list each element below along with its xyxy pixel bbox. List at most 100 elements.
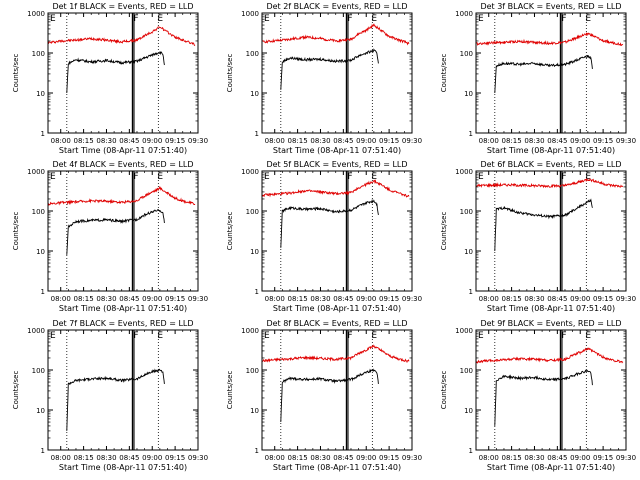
plot-frame (261, 329, 413, 451)
x-tick-label: 08:15 (73, 137, 93, 145)
events-series-line (66, 208, 165, 255)
y-tick-label: 10 (464, 407, 473, 415)
lld-series-line (476, 347, 624, 364)
marker-letter-f: F (133, 172, 138, 182)
y-tick-label: 1000 (27, 327, 45, 335)
y-axis-label: Counts/sec (226, 212, 234, 251)
x-tick-label: 08:30 (96, 454, 116, 462)
y-tick-label: 100 (32, 208, 45, 216)
marker-letter-e: E (50, 331, 56, 341)
x-tick-label: 08:45 (547, 295, 567, 303)
x-tick-label: 08:15 (287, 295, 307, 303)
marker-letter-e: E (50, 14, 56, 24)
lld-series-line (48, 185, 196, 206)
x-axis-label: Start Time (08-Apr-11 07:51:40) (59, 304, 187, 313)
panel-title: Det 7f BLACK = Events, RED = LLD (52, 319, 193, 328)
marker-letter-e: E (585, 14, 591, 24)
x-tick-label: 08:30 (310, 295, 330, 303)
y-tick-label: 1 (469, 288, 473, 296)
x-tick-label: 08:00 (51, 295, 71, 303)
y-tick-label: 10 (36, 248, 45, 256)
y-tick-label: 10 (464, 90, 473, 98)
x-tick-label: 09:30 (188, 454, 208, 462)
marker-letter-e: E (264, 331, 270, 341)
y-tick-label: 1000 (241, 327, 259, 335)
y-tick-label: 1000 (455, 327, 473, 335)
lld-series-line (476, 32, 624, 46)
x-tick-label: 09:00 (570, 454, 590, 462)
x-tick-label: 08:15 (501, 454, 521, 462)
lld-series-line (476, 177, 624, 189)
x-axis-label: Start Time (08-Apr-11 07:51:40) (59, 463, 187, 472)
x-tick-label: 08:15 (287, 454, 307, 462)
y-tick-label: 1000 (241, 168, 259, 176)
marker-letter-e: E (264, 172, 270, 182)
x-tick-label: 09:15 (379, 137, 399, 145)
events-series-line (494, 369, 593, 426)
panel-title: Det 5f BLACK = Events, RED = LLD (266, 160, 407, 169)
x-tick-label: 09:00 (142, 454, 162, 462)
x-tick-label: 08:00 (265, 295, 285, 303)
plot-frame (475, 329, 627, 451)
x-tick-label: 08:30 (96, 295, 116, 303)
panel-title: Det 3f BLACK = Events, RED = LLD (480, 2, 621, 11)
x-tick-label: 09:00 (142, 137, 162, 145)
detector-panel-1: Det 1f BLACK = Events, RED = LLD Counts/s… (12, 2, 208, 155)
x-tick-label: 08:45 (119, 137, 139, 145)
x-tick-label: 09:15 (379, 454, 399, 462)
y-axis-label: Counts/sec (440, 371, 448, 410)
x-tick-label: 09:15 (593, 454, 613, 462)
y-tick-label: 100 (460, 208, 473, 216)
marker-letter-e: E (478, 172, 484, 182)
y-tick-label: 1 (255, 288, 259, 296)
x-tick-label: 09:15 (165, 137, 185, 145)
x-tick-label: 08:45 (333, 454, 353, 462)
x-tick-label: 08:30 (310, 454, 330, 462)
events-series-line (66, 51, 165, 94)
lld-series-line (262, 23, 410, 46)
x-tick-label: 09:30 (402, 137, 422, 145)
x-tick-label: 09:15 (379, 295, 399, 303)
x-tick-label: 09:00 (356, 137, 376, 145)
x-axis-label: Start Time (08-Apr-11 07:51:40) (487, 146, 615, 155)
marker-letter-f: F (561, 172, 566, 182)
x-tick-label: 09:15 (165, 295, 185, 303)
marker-letter-f: F (561, 14, 566, 24)
marker-letter-f: F (347, 14, 352, 24)
y-tick-label: 10 (464, 248, 473, 256)
panel-title: Det 6f BLACK = Events, RED = LLD (480, 160, 621, 169)
y-tick-label: 100 (246, 367, 259, 375)
y-tick-label: 1 (41, 130, 45, 138)
x-tick-label: 09:00 (570, 295, 590, 303)
detector-panel-6: Det 6f BLACK = Events, RED = LLD Counts/s… (440, 160, 636, 313)
x-tick-label: 08:45 (333, 137, 353, 145)
marker-letter-e: E (157, 172, 163, 182)
events-series-line (66, 368, 165, 431)
y-axis-label: Counts/sec (12, 371, 20, 410)
marker-letter-f: F (133, 331, 138, 341)
y-axis-label: Counts/sec (226, 54, 234, 93)
y-tick-label: 10 (250, 90, 259, 98)
detector-panel-3: Det 3f BLACK = Events, RED = LLD Counts/s… (440, 2, 636, 155)
detector-panel-7: Det 7f BLACK = Events, RED = LLD Counts/s… (12, 319, 208, 472)
x-tick-label: 08:30 (96, 137, 116, 145)
detector-panel-4: Det 4f BLACK = Events, RED = LLD Counts/s… (12, 160, 208, 313)
marker-letter-e: E (264, 14, 270, 24)
y-tick-label: 1000 (27, 10, 45, 18)
y-tick-label: 1 (255, 130, 259, 138)
plot-frame (47, 12, 199, 134)
panel-title: Det 2f BLACK = Events, RED = LLD (266, 2, 407, 11)
y-tick-label: 100 (32, 50, 45, 58)
x-tick-label: 08:00 (51, 454, 71, 462)
x-tick-label: 08:45 (547, 454, 567, 462)
y-tick-label: 1000 (455, 168, 473, 176)
marker-letter-f: F (347, 331, 352, 341)
y-tick-label: 1000 (27, 168, 45, 176)
y-tick-label: 1 (469, 130, 473, 138)
panel-title: Det 9f BLACK = Events, RED = LLD (480, 319, 621, 328)
y-tick-label: 1000 (241, 10, 259, 18)
x-tick-label: 08:45 (119, 454, 139, 462)
x-tick-label: 09:30 (402, 454, 422, 462)
x-tick-label: 09:30 (616, 295, 636, 303)
x-tick-label: 09:00 (356, 454, 376, 462)
